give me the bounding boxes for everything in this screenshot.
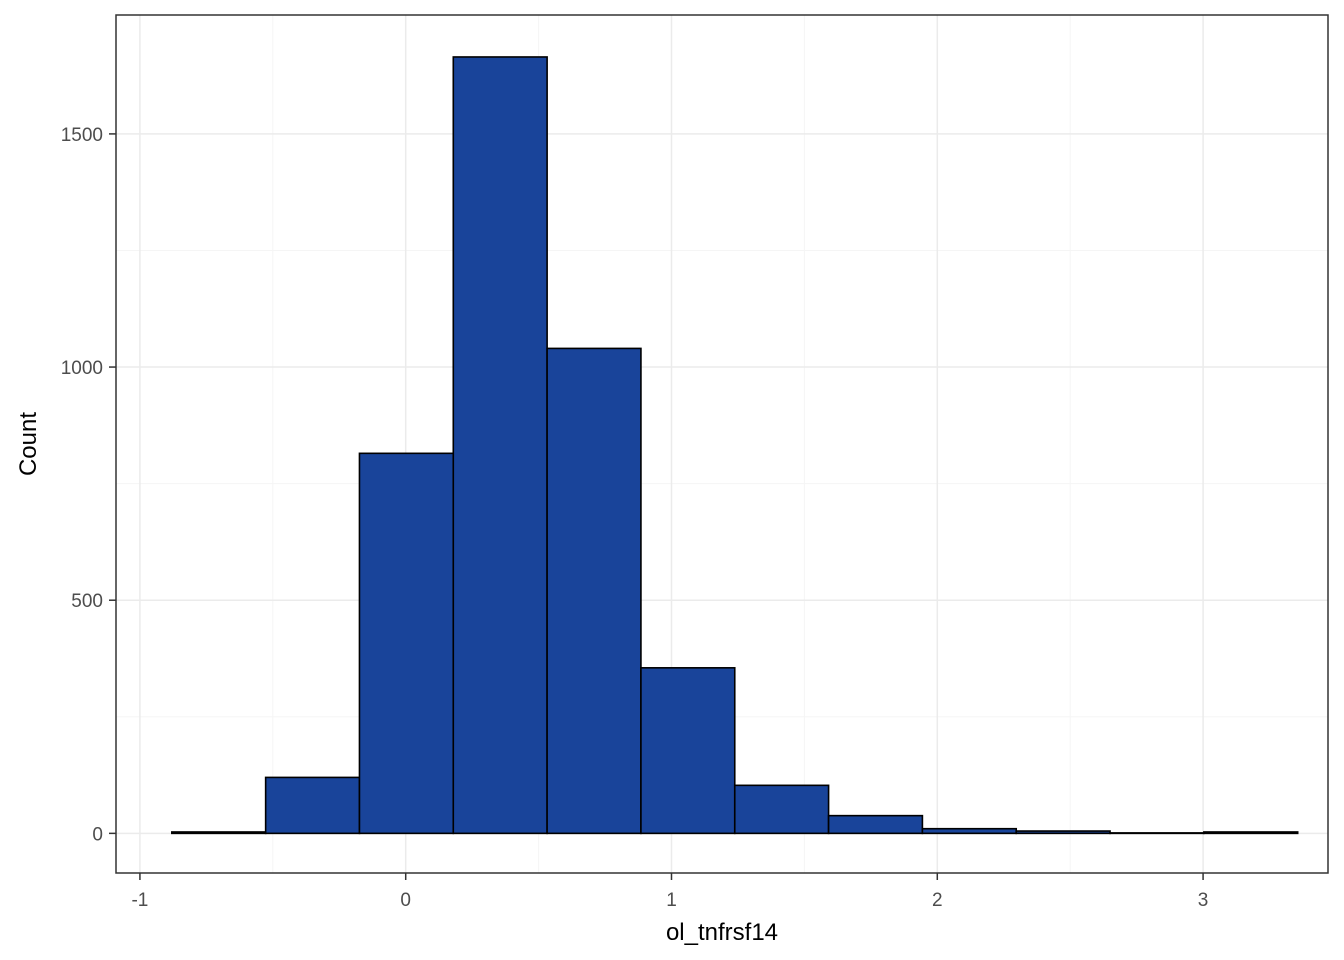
- x-axis-title: ol_tnfrsf14: [666, 919, 778, 946]
- histogram-bar: [358, 452, 455, 835]
- histogram-bar: [1203, 831, 1299, 835]
- ticks-layer: -1 0 1 2 3 0 500 1000 1500: [61, 125, 1209, 911]
- histogram-bar: [171, 831, 267, 835]
- x-tick-label: 1: [666, 890, 677, 911]
- panel-border: [115, 14, 1329, 874]
- histogram-bar: [1015, 830, 1111, 835]
- x-tick-label: 3: [1198, 890, 1209, 911]
- y-tick-label: 500: [71, 591, 103, 612]
- bars-layer: [171, 56, 1299, 835]
- y-tick-label: 0: [92, 824, 103, 845]
- histogram-bar: [640, 667, 736, 835]
- histogram-bar: [264, 776, 361, 835]
- x-tick-label: 0: [400, 890, 411, 911]
- histogram-bar: [546, 347, 642, 835]
- x-tick-label: 2: [932, 890, 943, 911]
- histogram-bar: [827, 814, 924, 835]
- histogram-bar: [733, 784, 830, 835]
- histogram-bar: [921, 827, 1018, 835]
- histogram-bar: [452, 56, 548, 835]
- y-axis-title: Count: [15, 412, 42, 476]
- y-tick-label: 1500: [61, 125, 103, 146]
- y-tick-label: 1000: [61, 358, 103, 379]
- x-tick-label: -1: [131, 890, 148, 911]
